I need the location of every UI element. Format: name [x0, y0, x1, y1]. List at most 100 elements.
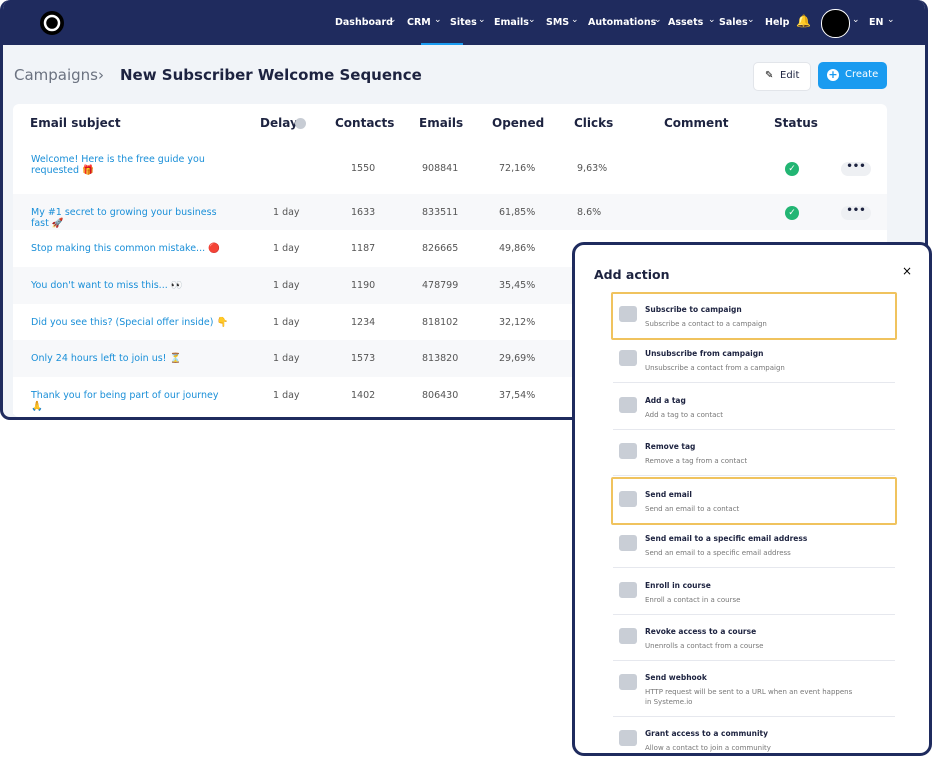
modal-title: Add action	[594, 267, 670, 282]
edit-label: Edit	[780, 70, 800, 81]
chevron: ⌄	[887, 15, 895, 25]
action-icon	[619, 350, 637, 366]
action-item[interactable]: Send email Send an email to a contact	[611, 477, 897, 525]
action-item[interactable]: Add a tag Add a tag to a contact	[613, 385, 895, 430]
action-title: Subscribe to campaign	[645, 305, 742, 314]
column-header: Contacts	[335, 116, 395, 130]
column-header: Comment	[664, 116, 729, 130]
more-button[interactable]: •••	[841, 162, 871, 176]
contacts: 1190	[351, 279, 376, 291]
action-description: Send an email to a specific email addres…	[645, 549, 791, 557]
opened: 35,45%	[499, 279, 536, 291]
page-title: New Subscriber Welcome Sequence	[120, 66, 422, 84]
action-icon	[619, 535, 637, 551]
email-subject[interactable]: Did you see this? (Special offer inside)…	[31, 316, 229, 328]
table-row: Welcome! Here is the free guide you requ…	[13, 144, 887, 194]
action-title: Add a tag	[645, 396, 686, 405]
delay: 1 day	[273, 316, 300, 328]
emails: 833511	[422, 206, 459, 218]
nav-item[interactable]: Sales	[719, 17, 748, 28]
nav-item[interactable]: Help	[765, 17, 790, 28]
contacts: 1402	[351, 389, 376, 401]
notification-bell[interactable]: 🔔	[796, 14, 811, 28]
action-item[interactable]: Enroll in course Enroll a contact in a co…	[613, 570, 895, 615]
clicks: 9,63%	[577, 163, 608, 174]
action-icon	[619, 443, 637, 459]
action-icon	[619, 582, 637, 598]
action-item[interactable]: Remove tag Remove a tag from a contact	[613, 431, 895, 476]
opened: 37,54%	[499, 389, 536, 401]
more-button[interactable]: •••	[841, 205, 871, 220]
action-icon	[619, 397, 637, 413]
action-item[interactable]: Subscribe to campaign Subscribe a contact…	[611, 292, 897, 340]
action-item[interactable]: Send webhook HTTP request will be sent to…	[613, 662, 895, 717]
email-subject[interactable]: You don't want to miss this... 👀	[31, 279, 183, 291]
nav-item[interactable]: Sites	[450, 17, 477, 28]
email-subject[interactable]: Welcome! Here is the free guide you requ…	[31, 154, 205, 176]
navbar: Dashboard CRM Sites Emails SMS Automations Ass…	[3, 0, 925, 45]
column-header: Status	[774, 116, 818, 130]
column-header: Email subject	[30, 116, 121, 130]
action-description: Enroll a contact in a course	[645, 596, 741, 604]
action-icon	[619, 628, 637, 644]
chevron: ⌄	[389, 15, 397, 25]
chevron: ⌄	[852, 15, 860, 25]
avatar[interactable]	[821, 9, 850, 38]
action-title: Send webhook	[645, 673, 707, 682]
contacts: 1550	[351, 163, 376, 174]
nav-item[interactable]: SMS	[546, 17, 570, 28]
column-header: Clicks	[574, 116, 614, 130]
nav-item[interactable]: CRM	[407, 17, 431, 28]
emails: 908841	[422, 163, 459, 174]
action-icon	[619, 730, 637, 746]
breadcrumb-separator: ›	[98, 66, 104, 84]
contacts: 1187	[351, 242, 376, 254]
chevron: ⌄	[571, 15, 579, 25]
chevron: ⌄	[708, 15, 716, 25]
column-header: Opened	[492, 116, 545, 130]
email-subject[interactable]: My #1 secret to growing your business fa…	[31, 206, 217, 229]
emails: 806430	[422, 389, 459, 401]
language[interactable]: EN	[869, 17, 884, 28]
action-item[interactable]: Revoke access to a course Unenrolls a con…	[613, 616, 895, 661]
info-icon	[295, 118, 306, 129]
contacts: 1234	[351, 316, 376, 328]
action-title: Send email to a specific email address	[645, 534, 808, 543]
nav-item[interactable]: Dashboard	[335, 17, 393, 28]
opened: 72,16%	[499, 163, 536, 174]
nav-item[interactable]: Assets	[668, 17, 704, 28]
opened: 29,69%	[499, 352, 536, 364]
delay: 1 day	[273, 389, 300, 401]
action-description: Allow a contact to join a community	[645, 744, 771, 752]
emails: 478799	[422, 279, 459, 291]
action-description: Send an email to a contact	[645, 505, 740, 513]
action-icon	[619, 306, 637, 322]
add-action-modal: Add action × Subscribe to campaign Subscr…	[572, 242, 932, 756]
contacts: 1633	[351, 206, 376, 218]
action-title: Remove tag	[645, 442, 696, 451]
action-description: Subscribe a contact to a campaign	[645, 320, 767, 328]
email-subject[interactable]: Thank you for being part of our journey …	[31, 389, 219, 412]
edit-button[interactable]: ✎ Edit	[753, 62, 811, 91]
email-subject[interactable]: Stop making this common mistake... 🔴	[31, 242, 220, 254]
email-subject[interactable]: Only 24 hours left to join us! ⏳	[31, 352, 182, 364]
nav-item[interactable]: Automations	[588, 17, 657, 28]
action-icon	[619, 674, 637, 690]
action-item[interactable]: Send email to a specific email address Se…	[613, 523, 895, 568]
action-title: Revoke access to a course	[645, 627, 757, 636]
action-item[interactable]: Grant access to a community Allow a conta…	[613, 718, 895, 753]
create-label: Create	[845, 69, 879, 80]
action-title: Send email	[645, 490, 692, 499]
action-item[interactable]: Unsubscribe from campaign Unsubscribe a c…	[613, 338, 895, 383]
opened: 49,86%	[499, 242, 536, 254]
status-icon: ✓	[785, 162, 799, 176]
action-icon	[619, 491, 637, 507]
action-description: Add a tag to a contact	[645, 411, 723, 419]
chevron: ⌄	[478, 15, 486, 25]
create-button[interactable]: + Create	[818, 62, 887, 89]
breadcrumb[interactable]: Campaigns	[14, 66, 99, 84]
close-button[interactable]: ×	[902, 264, 913, 278]
nav-item[interactable]: Emails	[494, 17, 529, 28]
clicks: 8.6%	[577, 206, 602, 218]
